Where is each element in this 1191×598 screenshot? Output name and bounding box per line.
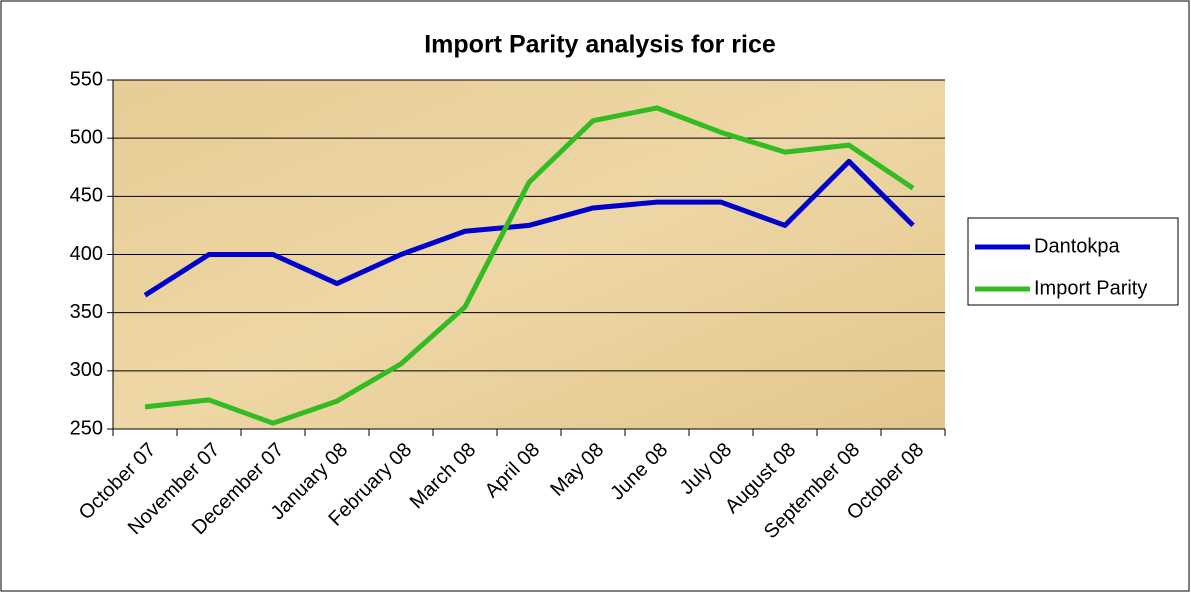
y-tick-label: 500 — [70, 126, 103, 148]
y-tick-label: 300 — [70, 359, 103, 381]
legend-label: Import Parity — [1034, 277, 1147, 299]
series-line — [143, 158, 915, 298]
y-tick-label: 450 — [70, 185, 103, 207]
series-line — [144, 105, 915, 426]
y-tick-label: 400 — [70, 243, 103, 265]
chart-title: Import Parity analysis for rice — [424, 31, 776, 59]
y-tick-label: 550 — [70, 68, 103, 90]
y-tick-label: 350 — [70, 301, 103, 323]
legend-label: Dantokpa — [1034, 235, 1120, 257]
y-tick-label: 250 — [70, 417, 103, 439]
